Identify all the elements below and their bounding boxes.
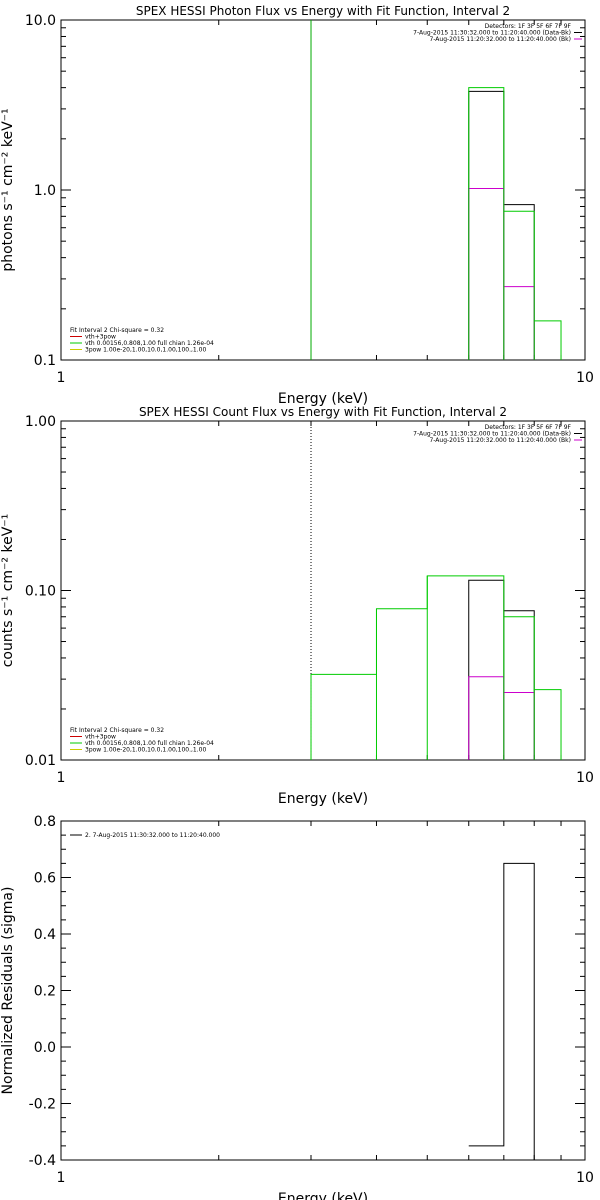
chart-panel-2: SPEX HESSI Count Flux vs Energy with Fit… <box>0 405 594 807</box>
histogram-bin <box>503 862 535 1160</box>
legend-text: vth+3pow <box>85 334 116 341</box>
histogram-bin <box>468 676 505 760</box>
histogram-bin <box>503 204 535 360</box>
histogram-bin <box>503 210 535 360</box>
y-tick-label: 1.00 <box>25 414 56 430</box>
plot-frame <box>60 420 586 761</box>
legend-text: Fit Interval 2 Chi-square = 0.32 <box>70 727 164 734</box>
y-tick-label: 0.4 <box>34 927 56 943</box>
x-tick-label: 1 <box>57 1170 66 1186</box>
x-axis-label: Energy (keV) <box>278 1191 368 1200</box>
chart-panel-1: SPEX HESSI Photon Flux vs Energy with Fi… <box>0 4 594 407</box>
x-axis-label: Energy (keV) <box>278 391 368 407</box>
y-axis-label: Normalized Residuals (sigma) <box>0 887 16 1095</box>
x-tick-label: 1 <box>57 370 66 386</box>
chart-title: SPEX HESSI Count Flux vs Energy with Fit… <box>139 405 507 419</box>
histogram-bin <box>468 90 505 360</box>
legend-text: vth 0.00156,0.808,1.00 full chian 1.26e-… <box>85 340 214 347</box>
legend-legend_bottom: Fit Interval 2 Chi-square = 0.32vth+3pow… <box>70 727 214 754</box>
series-2 <box>468 188 535 360</box>
histogram-bin <box>533 320 562 360</box>
series-1 <box>468 90 535 360</box>
x-tick-label: 10 <box>576 770 594 786</box>
x-tick-label: 10 <box>576 1170 594 1186</box>
legend-text: Fit Interval 2 Chi-square = 0.32 <box>70 327 164 334</box>
y-tick-label: 0.6 <box>34 871 56 887</box>
series-3 <box>310 575 562 760</box>
histogram-bin <box>533 689 562 760</box>
legend-legend_top: 2. 7-Aug-2015 11:30:32.000 to 11:20:40.0… <box>70 832 220 839</box>
legend-text: 7-Aug-2015 11:30:32.000 to 11:20:40.000 … <box>413 30 571 37</box>
x-tick-label: 1 <box>57 770 66 786</box>
histogram-bin <box>468 87 505 360</box>
chart-panel-3: 1 10 -0.4 -0.2 0.0 0.2 0.4 0.6 0.8 Energy (keV) No… <box>0 814 594 1200</box>
legend-text: 3pow 1.00e-20,1.00,10.0,1.00,100.,1.00 <box>85 747 206 754</box>
legend-text: Detectors: 1F 3F 5F 6F 7F 9F <box>485 424 572 431</box>
legend-text: 7-Aug-2015 11:20:32.000 to 11:20:40.000 … <box>429 437 571 444</box>
legend-text: vth+3pow <box>85 734 116 741</box>
series-2 <box>468 676 535 760</box>
x-tick-label: 10 <box>576 370 594 386</box>
histogram-bin <box>375 575 428 760</box>
legend-legend_bottom: Fit Interval 2 Chi-square = 0.32vth+3pow… <box>70 327 214 354</box>
histogram-bin <box>503 616 535 760</box>
y-tick-label: 0.2 <box>34 984 56 1000</box>
y-tick-label: 0.01 <box>25 753 56 769</box>
y-tick-label: 0.0 <box>34 1040 56 1056</box>
y-tick-label: 0.10 <box>25 584 56 600</box>
y-tick-label: -0.4 <box>29 1153 56 1169</box>
y-axis-label: photons s⁻¹ cm⁻² keV⁻¹ <box>0 108 16 271</box>
y-tick-label: 0.1 <box>34 353 56 369</box>
legend-text: 3pow 1.00e-20,1.00,10.0,1.00,100.,1.00 <box>85 347 206 354</box>
chart-title: SPEX HESSI Photon Flux vs Energy with Fi… <box>136 4 510 18</box>
legend-legend_top: Detectors: 1F 3F 5F 6F 7F 9F7-Aug-2015 1… <box>413 23 582 43</box>
histogram-bin <box>468 1047 505 1147</box>
legend-text: vth 0.00156,0.808,1.00 full chian 1.26e-… <box>85 740 214 747</box>
histogram-bin <box>310 608 377 760</box>
histogram-bin <box>468 579 505 760</box>
histogram-bin <box>468 188 505 360</box>
y-tick-label: 0.8 <box>34 814 56 830</box>
plot-frame <box>60 19 586 361</box>
series-1 <box>468 579 535 760</box>
histogram-bin <box>503 692 535 760</box>
legend-text: Detectors: 1F 3F 5F 6F 7F 9F <box>485 23 572 30</box>
y-tick-label: 10.0 <box>25 13 56 29</box>
y-tick-label: -0.2 <box>29 1097 56 1113</box>
y-axis-label: counts s⁻¹ cm⁻² keV⁻¹ <box>0 514 16 668</box>
histogram-bin <box>503 610 535 760</box>
histogram-bin <box>426 575 505 760</box>
histogram-bin <box>503 286 535 360</box>
series-1 <box>468 862 535 1160</box>
x-axis-label: Energy (keV) <box>278 791 368 807</box>
legend-legend_top: Detectors: 1F 3F 5F 6F 7F 9F7-Aug-2015 1… <box>413 424 582 444</box>
legend-text: 7-Aug-2015 11:20:32.000 to 11:20:40.000 … <box>429 36 571 43</box>
legend-text: 7-Aug-2015 11:30:32.000 to 11:20:40.000 … <box>413 431 571 438</box>
legend-text: 2. 7-Aug-2015 11:30:32.000 to 11:20:40.0… <box>85 832 220 839</box>
y-tick-label: 1.0 <box>34 183 56 199</box>
series-3 <box>468 87 562 360</box>
plot-frame <box>60 820 586 1161</box>
